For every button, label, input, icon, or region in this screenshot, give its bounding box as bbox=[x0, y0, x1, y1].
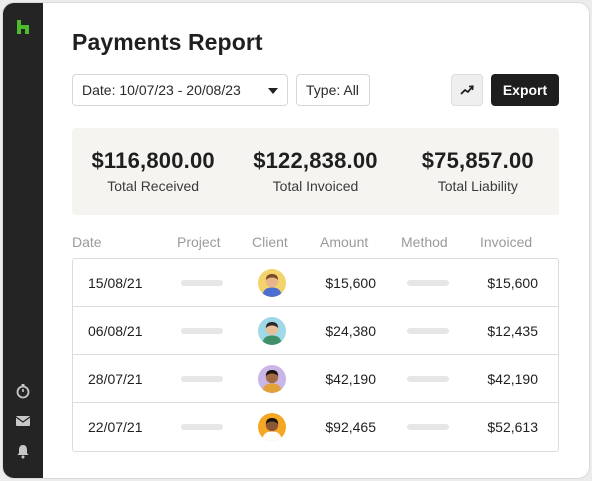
project-placeholder bbox=[181, 403, 223, 451]
row-date: 22/07/21 bbox=[88, 419, 143, 435]
row-amount: $92,465 bbox=[325, 419, 376, 435]
stat-label: Total Invoiced bbox=[272, 178, 359, 194]
stat-value: $122,838.00 bbox=[253, 148, 378, 173]
trend-button[interactable] bbox=[451, 74, 483, 106]
total-liability: $75,857.00 Total Liability bbox=[397, 128, 559, 215]
stat-label: Total Received bbox=[107, 178, 200, 194]
stat-label: Total Liability bbox=[437, 178, 518, 194]
project-placeholder bbox=[181, 355, 223, 403]
houzz-logo-icon[interactable] bbox=[15, 19, 31, 35]
column-header-invoiced[interactable]: Invoiced bbox=[480, 234, 533, 250]
column-header-client[interactable]: Client bbox=[252, 234, 288, 250]
column-header-method[interactable]: Method bbox=[401, 234, 448, 250]
table-row[interactable]: 15/08/21 $15,600 $15,600 bbox=[73, 259, 558, 307]
client-avatar[interactable] bbox=[258, 259, 286, 307]
sidebar-icons bbox=[3, 382, 43, 460]
bell-icon[interactable] bbox=[14, 442, 32, 460]
column-header-amount[interactable]: Amount bbox=[320, 234, 369, 250]
row-amount: $24,380 bbox=[325, 323, 376, 339]
table-row[interactable]: 06/08/21 $24,380 $12,435 bbox=[73, 307, 558, 355]
total-received: $116,800.00 Total Received bbox=[72, 128, 234, 215]
toolbar: Date: 10/07/23 - 20/08/23 Type: All Expo… bbox=[72, 74, 559, 106]
type-value: Type: All bbox=[306, 82, 359, 98]
method-placeholder bbox=[407, 355, 449, 403]
client-avatar[interactable] bbox=[258, 355, 286, 403]
row-date: 15/08/21 bbox=[88, 275, 143, 291]
row-date: 28/07/21 bbox=[88, 371, 143, 387]
date-range-select[interactable]: Date: 10/07/23 - 20/08/23 bbox=[72, 74, 288, 106]
row-invoiced: $42,190 bbox=[487, 371, 538, 387]
method-placeholder bbox=[407, 403, 449, 451]
stat-value: $75,857.00 bbox=[421, 148, 534, 173]
sidebar bbox=[3, 3, 43, 478]
chevron-down-icon bbox=[268, 88, 278, 94]
type-select[interactable]: Type: All bbox=[296, 74, 370, 106]
total-invoiced: $122,838.00 Total Invoiced bbox=[234, 128, 396, 215]
column-header-project[interactable]: Project bbox=[177, 234, 221, 250]
trend-chart-icon bbox=[460, 85, 474, 95]
column-header-date[interactable]: Date bbox=[72, 234, 102, 250]
row-invoiced: $12,435 bbox=[487, 323, 538, 339]
timer-icon[interactable] bbox=[14, 382, 32, 400]
project-placeholder bbox=[181, 307, 223, 355]
main-content: Payments Report Date: 10/07/23 - 20/08/2… bbox=[43, 3, 589, 478]
payments-table: 15/08/21 $15,600 $15,600 06/08/21 $24,380 $12… bbox=[72, 258, 559, 452]
stat-value: $116,800.00 bbox=[91, 148, 215, 173]
export-button[interactable]: Export bbox=[491, 74, 559, 106]
method-placeholder bbox=[407, 307, 449, 355]
summary-panel: $116,800.00 Total Received $122,838.00 T… bbox=[72, 128, 559, 215]
table-header: Date Project Client Amount Method Invoic… bbox=[72, 234, 559, 252]
project-placeholder bbox=[181, 259, 223, 307]
row-invoiced: $52,613 bbox=[487, 419, 538, 435]
table-row[interactable]: 28/07/21 $42,190 $42,190 bbox=[73, 355, 558, 403]
mail-icon[interactable] bbox=[14, 412, 32, 430]
client-avatar[interactable] bbox=[258, 403, 286, 451]
method-placeholder bbox=[407, 259, 449, 307]
row-amount: $42,190 bbox=[325, 371, 376, 387]
row-invoiced: $15,600 bbox=[487, 275, 538, 291]
date-range-value: Date: 10/07/23 - 20/08/23 bbox=[82, 82, 241, 98]
row-amount: $15,600 bbox=[325, 275, 376, 291]
table-row[interactable]: 22/07/21 $92,465 $52,613 bbox=[73, 403, 558, 451]
client-avatar[interactable] bbox=[258, 307, 286, 355]
row-date: 06/08/21 bbox=[88, 323, 143, 339]
page-title: Payments Report bbox=[72, 29, 263, 55]
